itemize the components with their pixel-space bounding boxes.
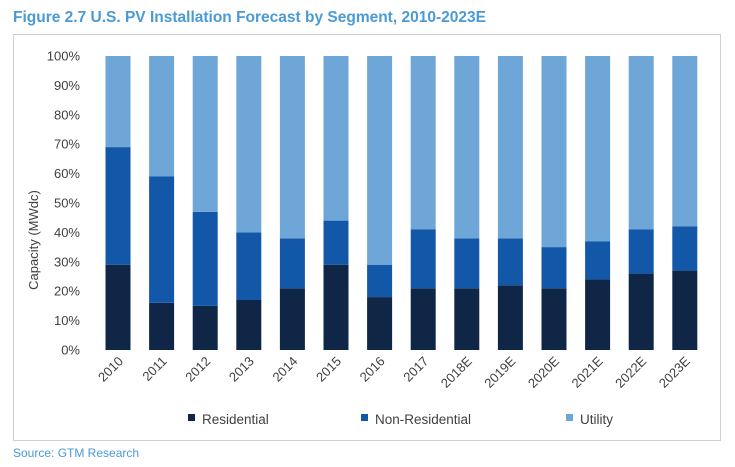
bar-segment-utility — [105, 56, 131, 148]
bar-segment-non-residential — [541, 247, 567, 289]
bar-segment-utility — [367, 56, 393, 265]
x-tick-label: 2020E — [525, 353, 562, 390]
bar-segment-non-residential — [279, 238, 305, 289]
bar-segment-non-residential — [497, 238, 523, 286]
bar-segment-non-residential — [585, 241, 611, 280]
bar-segment-utility — [497, 56, 523, 239]
figure-title: Figure 2.7 U.S. PV Installation Forecast… — [13, 9, 486, 26]
bar-segment-utility — [410, 56, 436, 230]
legend-label: Utility — [580, 412, 613, 427]
y-tick-label: 60% — [54, 166, 80, 181]
bar-segment-residential — [323, 264, 349, 350]
y-tick-label: 70% — [54, 137, 80, 152]
x-tick-label: 2016 — [357, 354, 388, 385]
legend-swatch — [188, 414, 195, 421]
x-tick-label: 2021E — [569, 353, 606, 390]
source-note: Source: GTM Research — [13, 446, 140, 460]
bar-segment-non-residential — [410, 229, 436, 289]
x-tick-label: 2012 — [182, 354, 213, 385]
bar-segment-residential — [236, 300, 262, 350]
bar-segment-residential — [410, 288, 436, 350]
y-tick-label: 40% — [54, 225, 80, 240]
x-tick-label: 2017 — [400, 354, 431, 385]
x-tick-label: 2015 — [313, 354, 344, 385]
x-tick-label: 2010 — [95, 354, 126, 385]
y-tick-label: 100% — [47, 49, 81, 64]
y-tick-label: 80% — [54, 107, 80, 122]
bar-segment-residential — [672, 270, 698, 350]
bar-segment-residential — [367, 297, 393, 350]
x-tick-label: 2018E — [438, 353, 475, 390]
bar-segment-non-residential — [192, 211, 218, 306]
x-tick-label: 2013 — [226, 354, 257, 385]
bar-segment-non-residential — [323, 220, 349, 265]
x-tick-label: 2014 — [269, 354, 300, 385]
x-axis-ticks: 2010 2011 2012 2013 2014 2015 2016 2017 2018E 201… — [95, 353, 693, 390]
bar-segment-utility — [454, 56, 480, 239]
y-axis-ticks: 0% 10% 20% 30% 40% 50% 60% 70% 80% 90% 100% — [47, 49, 81, 358]
y-tick-label: 10% — [54, 313, 80, 328]
bar-segment-residential — [497, 285, 523, 350]
bar-segment-residential — [105, 264, 131, 350]
bars — [105, 56, 698, 350]
legend-label: Residential — [202, 412, 269, 427]
legend: Residential Non-Residential Utility — [188, 412, 613, 427]
bar-segment-residential — [192, 305, 218, 350]
bar-segment-residential — [454, 288, 480, 350]
bar-segment-utility — [585, 56, 611, 242]
y-tick-label: 0% — [61, 343, 80, 358]
bar-segment-residential — [628, 273, 654, 350]
bar-segment-non-residential — [672, 226, 698, 271]
bar-segment-utility — [672, 56, 698, 227]
bar-segment-residential — [279, 288, 305, 350]
bar-segment-utility — [323, 56, 349, 221]
bar-segment-non-residential — [105, 147, 131, 265]
y-axis-label: Capacity (MWdc) — [26, 190, 41, 290]
x-tick-label: 2022E — [612, 353, 649, 390]
bar-segment-utility — [236, 56, 262, 233]
bar-segment-utility — [279, 56, 305, 239]
y-tick-label: 30% — [54, 254, 80, 269]
bar-segment-utility — [192, 56, 218, 212]
legend-label: Non-Residential — [375, 412, 471, 427]
bar-segment-residential — [541, 288, 567, 350]
bar-segment-non-residential — [628, 229, 654, 274]
bar-segment-non-residential — [236, 232, 262, 300]
x-tick-label: 2023E — [656, 353, 693, 390]
bar-segment-residential — [585, 279, 611, 350]
bar-segment-non-residential — [454, 238, 480, 289]
chart-frame — [13, 34, 721, 441]
y-tick-label: 20% — [54, 284, 80, 299]
bar-segment-non-residential — [149, 176, 175, 303]
x-tick-label: 2019E — [481, 353, 518, 390]
bar-segment-utility — [541, 56, 567, 248]
bar-segment-residential — [149, 303, 175, 350]
bar-segment-utility — [149, 56, 175, 177]
y-tick-label: 90% — [54, 78, 80, 93]
y-tick-label: 50% — [54, 196, 80, 211]
x-tick-label: 2011 — [139, 354, 169, 384]
legend-swatch — [566, 414, 573, 421]
bar-segment-utility — [628, 56, 654, 230]
bar-segment-non-residential — [367, 264, 393, 297]
legend-swatch — [361, 414, 368, 421]
